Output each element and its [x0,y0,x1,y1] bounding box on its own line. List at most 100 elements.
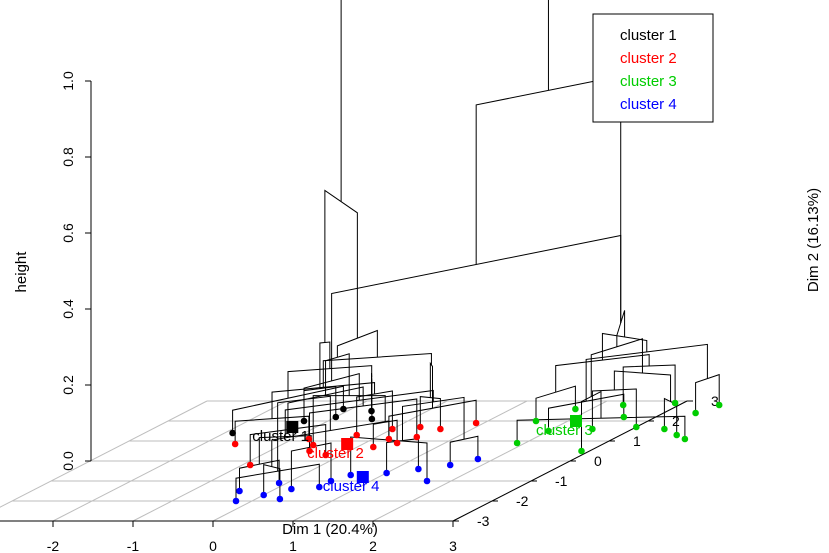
data-point [305,435,313,443]
y-tick-label: -3 [477,513,490,529]
data-point [620,413,628,421]
data-point [347,471,355,479]
x-axis-title: Dim 1 (20.4%) [282,521,378,538]
data-point [661,425,668,433]
data-point [578,447,585,455]
data-point [415,465,422,473]
data-point [340,405,347,413]
data-point [231,440,239,448]
data-point [385,435,393,443]
cluster-center-marker [341,438,354,450]
dendrogram-branch [322,352,432,388]
data-point [692,409,699,417]
dendrogram-branches [232,0,720,501]
data-point [389,425,396,433]
x-tick-label: -1 [127,538,140,553]
x-tick-label: 2 [369,538,377,553]
cluster-label: cluster 3 [536,422,593,439]
data-point [472,419,480,427]
y-tick-label: 0 [594,453,602,469]
y-tick-label: -2 [516,493,529,509]
data-point [671,399,679,407]
data-point [322,451,330,459]
legend-entry-4: cluster 4 [620,96,677,113]
data-point [619,401,627,409]
data-point [413,433,421,441]
cluster-center-marker [286,421,299,433]
data-point [275,479,283,487]
dendrogram-branch [356,390,393,435]
data-point [327,477,335,485]
x-tick-label: 3 [449,538,457,553]
data-point [423,477,431,485]
data-point [368,407,375,415]
y-tick-label: -1 [555,473,568,489]
dendrogram-branch [340,0,549,202]
dendrogram-branch [386,438,419,473]
cluster-label: cluster 1 [252,428,309,445]
cluster-label: cluster 4 [323,478,380,495]
dendrogram-branch [324,189,358,343]
data-point [370,443,377,451]
data-point [532,417,540,425]
data-point [306,447,313,455]
z-tick-label: 0.6 [60,223,76,243]
data-point [589,425,596,433]
data-point [309,441,317,449]
data-point [300,417,308,425]
cluster-center-marker [356,471,369,483]
legend-entry-3: cluster 3 [620,73,677,90]
data-point [513,439,521,447]
dendrogram-branch [590,338,643,397]
y-tick-label: 2 [672,413,680,429]
data-point [246,461,254,469]
z-tick-label: 1.0 [60,71,76,91]
data-point [232,497,240,505]
data-point [316,483,323,491]
data-point [681,435,689,443]
data-point [288,485,295,493]
z-tick-label: 0.4 [60,299,76,319]
dendrogram-branch [585,343,708,402]
y-tick-label: 1 [633,433,641,449]
data-point [353,431,361,439]
legend-entry-2: cluster 2 [620,50,677,67]
data-point [260,491,268,499]
cluster-label: cluster 2 [307,445,364,462]
dendrogram-branch [239,459,280,491]
dendrogram-branch [555,354,650,393]
data-point [417,423,424,431]
data-point [446,461,454,469]
z-axis-title: height [13,251,30,293]
legend-box [592,13,714,123]
data-point [545,427,552,435]
dendrogram-branch [622,364,676,405]
z-tick-label: 0.0 [60,451,76,471]
z-tick-label: 0.2 [60,375,76,395]
floor-grid [0,400,688,522]
y-axis-title: Dim 2 (16.13%) [805,188,822,292]
legend-entry-1: cluster 1 [620,27,677,44]
dendrogram-branch [591,388,637,429]
x-tick-label: 0 [209,538,217,553]
data-point [383,469,390,477]
data-point [715,401,723,409]
data-point [673,431,680,439]
cluster-center-marker [570,415,582,427]
data-point [633,423,640,431]
data-point [572,405,579,413]
z-tick-label: 0.8 [60,147,76,167]
y-tick-label: 3 [711,393,719,409]
legend: cluster 1 cluster 2 cluster 3 cluster 4 [592,13,714,123]
data-point [474,455,482,463]
dendrogram-branch [372,419,398,447]
data-point [368,415,376,423]
data-point [229,429,236,437]
x-tick-label: 1 [289,538,297,553]
x-tick-label: -2 [47,538,60,553]
data-point [236,487,243,495]
data-point [332,413,340,421]
